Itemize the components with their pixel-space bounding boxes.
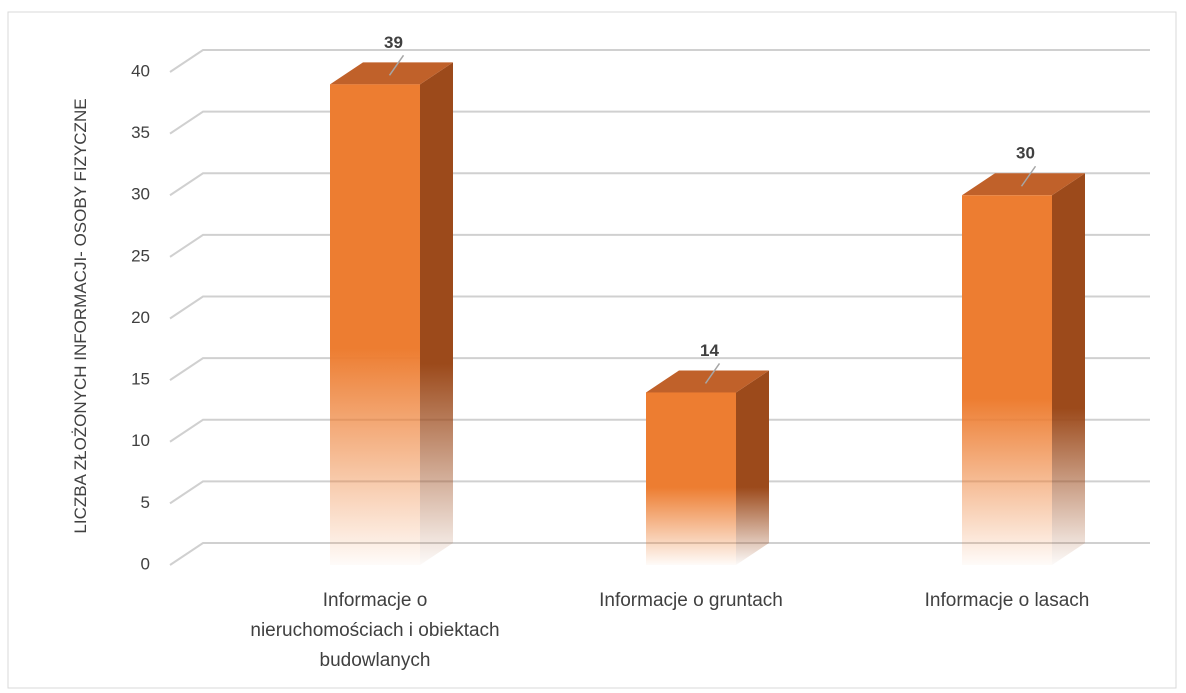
bar bbox=[330, 62, 453, 565]
x-tick-label: Informacje o gruntach bbox=[599, 590, 783, 611]
x-tick-label: Informacje o nieruchomościach i obiektach… bbox=[250, 590, 499, 671]
grid-line bbox=[169, 233, 1150, 258]
grid-line bbox=[169, 295, 1150, 320]
bar bbox=[962, 173, 1085, 565]
data-label: 39 bbox=[384, 33, 403, 52]
leader-line bbox=[1020, 165, 1037, 187]
bar bbox=[646, 370, 769, 565]
grid-line bbox=[169, 172, 1150, 197]
bar-side bbox=[420, 62, 453, 565]
grid-line bbox=[169, 542, 1150, 566]
bar-side bbox=[1052, 173, 1085, 565]
bar-front bbox=[962, 195, 1052, 565]
grid-line bbox=[169, 480, 1150, 505]
chart-frame bbox=[7, 11, 1177, 689]
y-tick-label: 35 bbox=[131, 123, 150, 142]
grid-line bbox=[169, 110, 1150, 135]
grid-line bbox=[169, 418, 1150, 443]
y-tick-label: 30 bbox=[131, 185, 150, 204]
grid-line bbox=[169, 357, 1150, 381]
y-tick-label: 5 bbox=[141, 493, 150, 512]
bar-front bbox=[646, 392, 736, 565]
grid-line bbox=[169, 49, 1150, 73]
y-tick-label: 15 bbox=[131, 370, 150, 389]
leader-line bbox=[388, 54, 405, 76]
x-tick-label: Informacje o lasach bbox=[925, 590, 1090, 611]
y-tick-label: 10 bbox=[131, 431, 150, 450]
data-label: 14 bbox=[700, 341, 719, 360]
bar-side bbox=[736, 370, 769, 565]
y-tick-label: 25 bbox=[131, 246, 150, 265]
leader-line bbox=[704, 363, 721, 384]
data-label: 30 bbox=[1016, 144, 1035, 163]
y-tick-label: 40 bbox=[131, 61, 150, 80]
y-tick-label: 20 bbox=[131, 308, 150, 327]
bar-front bbox=[330, 84, 420, 565]
y-tick-label: 0 bbox=[141, 554, 150, 573]
y-axis-label: LICZBA ZŁOŻONYCH INFORMACJI- OSOBY FIZYC… bbox=[71, 98, 90, 533]
